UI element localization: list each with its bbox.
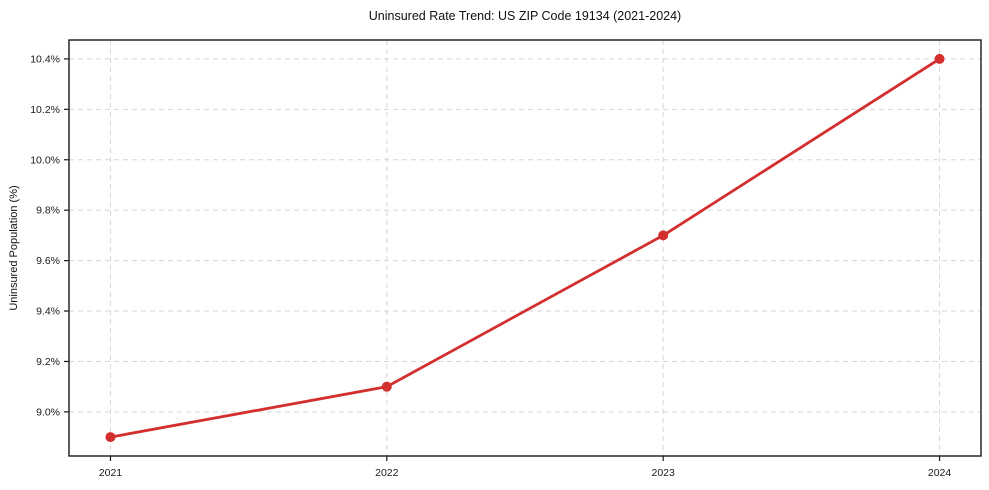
y-tick-label: 10.0% [30, 154, 60, 166]
data-point-marker [934, 53, 945, 64]
y-tick-label: 9.8% [36, 205, 60, 217]
y-tick-label: 9.2% [36, 356, 60, 368]
y-axis-label: Uninsured Population (%) [8, 185, 20, 311]
y-tick-label: 10.4% [30, 53, 60, 65]
x-tick-label: 2021 [99, 467, 123, 479]
plot-border [68, 39, 982, 457]
chart-title: Uninsured Rate Trend: US ZIP Code 19134 … [368, 9, 682, 23]
x-tick-label: 2023 [652, 467, 676, 479]
trend-line [109, 57, 941, 439]
data-point-marker [381, 381, 392, 392]
data-point-marker [105, 432, 116, 443]
y-tick-label: 9.6% [36, 255, 60, 267]
y-tick-label: 9.4% [36, 306, 60, 318]
x-tick-label: 2022 [375, 467, 399, 479]
data-point-marker [658, 230, 669, 241]
y-tick-label: 10.2% [30, 104, 60, 116]
x-tick-label: 2024 [928, 467, 952, 479]
y-tick-label: 9.0% [36, 406, 60, 418]
